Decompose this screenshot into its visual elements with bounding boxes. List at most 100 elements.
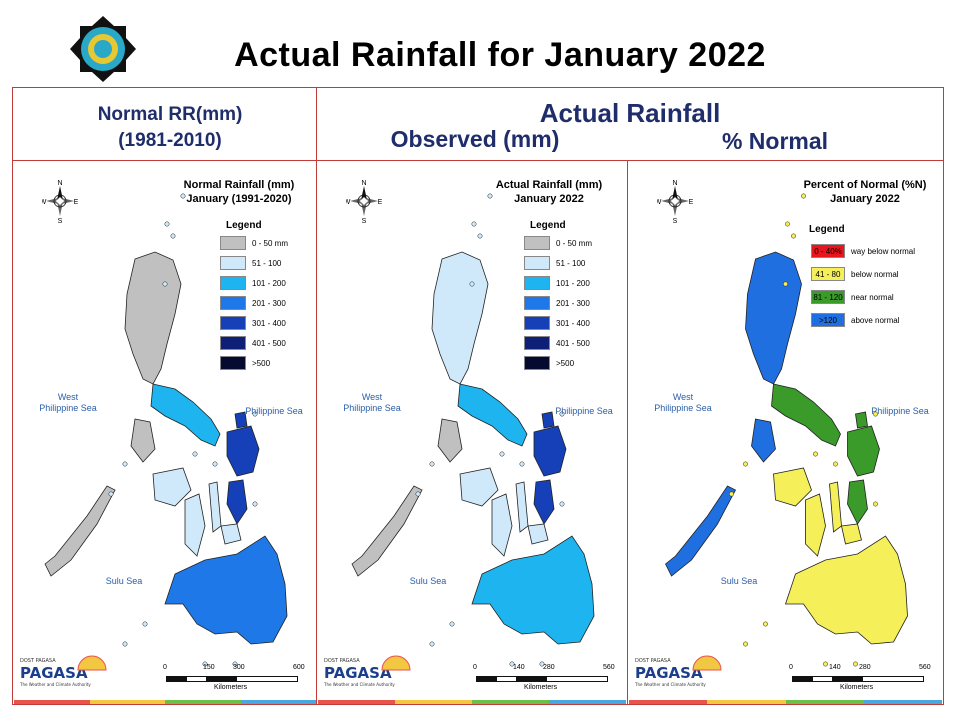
legend-swatch: 0 - 40% <box>811 244 845 258</box>
legend-label: 401 - 500 <box>252 338 286 348</box>
island-catanduanes <box>234 411 248 429</box>
island-bohol <box>220 523 242 545</box>
pagasa-logo: DOST PAGASA PAGASA The Weather and Climate… <box>322 654 412 690</box>
legend-item: >500 <box>524 356 574 370</box>
sea-label-south: Sulu Sea <box>105 576 143 586</box>
compass-n-label: N <box>57 180 62 187</box>
brand-top: DOST PAGASA <box>635 658 671 664</box>
island-cebu <box>515 481 529 533</box>
islet <box>729 491 734 497</box>
footer-stripe <box>785 700 864 704</box>
legend-item: 301 - 400 <box>524 316 590 330</box>
legend-item: 201 - 300 <box>524 296 590 310</box>
island-panay <box>459 467 499 507</box>
islet <box>142 621 148 627</box>
sea-label-east: Philippine Sea <box>245 406 303 416</box>
legend-label: near normal <box>851 292 894 302</box>
divider-header <box>12 160 944 161</box>
scale-tick: 280 <box>859 664 871 671</box>
scale-bar: 0 140 280 560 Kilometers <box>789 662 932 702</box>
compass-n-label: N <box>672 180 677 187</box>
islet <box>813 451 818 457</box>
brand-name: PAGASA <box>324 664 392 682</box>
legend-label: below normal <box>851 269 899 279</box>
scale-tick: 600 <box>293 664 305 671</box>
island-catanduanes <box>541 411 555 429</box>
island-palawan <box>351 485 423 577</box>
sea-label-west-2: Philippine Sea <box>39 403 97 413</box>
scale-tick: 280 <box>543 664 555 671</box>
scale-segment <box>206 676 238 682</box>
normal-rainfall-map: N S W E Normal Rainfall (mm) January (1991-20… <box>14 164 316 704</box>
actual-header: Actual Rainfall <box>539 98 721 128</box>
map-title-line1: Normal Rainfall (mm) <box>183 179 295 191</box>
umbrella-icon <box>381 655 411 671</box>
islet <box>791 233 796 239</box>
pagasa-logo: DOST PAGASA PAGASA The Weather and Climate… <box>18 654 108 690</box>
normal-header-line1: Normal RR(mm) <box>97 104 243 125</box>
islet <box>449 621 455 627</box>
legend-swatch <box>220 316 246 330</box>
islet <box>785 221 790 227</box>
legend-item: 51 - 100 <box>524 256 585 270</box>
compass-e-label: E <box>378 199 382 206</box>
legend-swatch: 41 - 80 <box>811 267 845 281</box>
island-negros <box>491 493 513 557</box>
legend-item: 51 - 100 <box>220 256 281 270</box>
map-svg <box>664 193 908 667</box>
brand-name: PAGASA <box>20 664 88 682</box>
compass-s-label: S <box>362 218 367 224</box>
sea-label-south: Sulu Sea <box>409 576 447 586</box>
map-title-line1: Actual Rainfall (mm) <box>495 179 603 191</box>
island-samar <box>847 425 880 477</box>
divider-left <box>316 87 317 705</box>
islet <box>519 461 525 467</box>
island-leyte <box>847 479 868 525</box>
islet <box>559 501 565 507</box>
islet <box>180 193 186 199</box>
islet <box>471 221 477 227</box>
brand-top: DOST PAGASA <box>20 658 56 664</box>
island-mindoro <box>751 418 776 463</box>
islet <box>833 461 838 467</box>
pagasa-logo: DOST PAGASA PAGASA The Weather and Climate… <box>633 654 723 690</box>
legend-label: way below normal <box>851 246 916 256</box>
islet <box>873 411 878 417</box>
islet <box>539 661 545 667</box>
page-title: Actual Rainfall for January 2022 <box>234 36 766 74</box>
scale-tick: 0 <box>473 664 477 671</box>
islet <box>252 411 258 417</box>
scale-segment <box>792 676 814 682</box>
legend-label: >500 <box>556 358 575 368</box>
island-leyte <box>226 479 248 525</box>
island-luzon-south <box>771 383 841 447</box>
island-luzon-north <box>124 251 182 385</box>
footer-stripe <box>165 700 241 704</box>
legend-swatch <box>220 236 246 250</box>
islet <box>164 221 170 227</box>
legend-item: 401 - 500 <box>220 336 286 350</box>
islet <box>469 281 475 287</box>
legend-swatch: >120 <box>811 313 845 327</box>
island-leyte <box>533 479 555 525</box>
percent-normal-map: N S W E Percent of Normal (%N) January 2022 Le… <box>629 164 942 704</box>
map-title-line1: Percent of Normal (%N) <box>803 179 927 191</box>
island-mindanao <box>471 535 595 645</box>
islet <box>202 661 208 667</box>
islet <box>743 641 748 647</box>
scale-unit-label: Kilometers <box>524 684 558 691</box>
legend-label: 0 - 50 mm <box>556 238 593 248</box>
compass-e-label: E <box>74 199 78 206</box>
islet <box>487 193 493 199</box>
legend-label: 301 - 400 <box>252 318 286 328</box>
legend-label: 101 - 200 <box>252 278 286 288</box>
legend-title: Legend <box>809 224 845 235</box>
legend-swatch <box>524 316 550 330</box>
legend-label: 0 - 50 mm <box>252 238 289 248</box>
legend-item: 201 - 300 <box>220 296 286 310</box>
compass-s-label: S <box>58 218 63 224</box>
compass-n-label: N <box>361 180 366 187</box>
legend-item: 101 - 200 <box>220 276 286 290</box>
legend-title: Legend <box>226 220 262 231</box>
legend-swatch <box>524 276 550 290</box>
